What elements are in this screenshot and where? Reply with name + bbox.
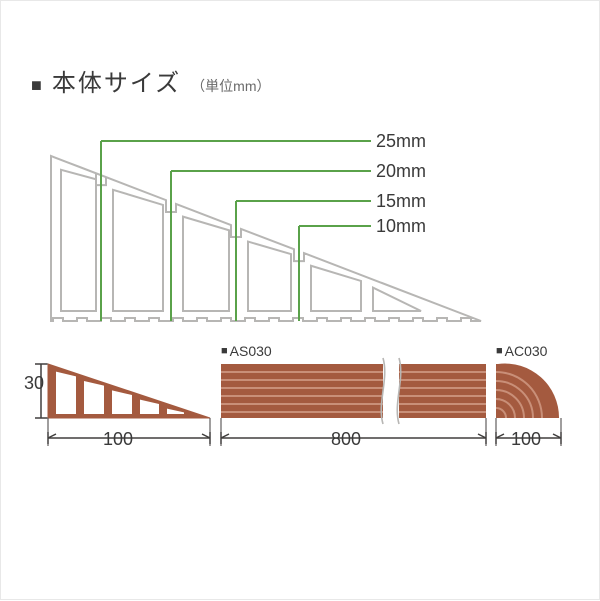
product-code: ■AC030 bbox=[496, 343, 547, 359]
dim-height: 30 bbox=[24, 373, 44, 394]
upper-hole bbox=[248, 242, 291, 311]
upper-hole bbox=[113, 190, 163, 311]
upper-hole bbox=[61, 170, 96, 311]
dim-width-left: 100 bbox=[103, 429, 133, 450]
diagram bbox=[1, 1, 600, 601]
callout-label: 25mm bbox=[376, 131, 426, 152]
callout-label: 20mm bbox=[376, 161, 426, 182]
dim-width-mid: 800 bbox=[331, 429, 361, 450]
lower-triangle-hole bbox=[56, 372, 76, 414]
callout-label: 15mm bbox=[376, 191, 426, 212]
lower-triangle-hole bbox=[84, 381, 104, 414]
product-code: ■AS030 bbox=[221, 343, 272, 359]
callout-label: 10mm bbox=[376, 216, 426, 237]
upper-hole bbox=[373, 288, 421, 311]
upper-hole bbox=[183, 217, 229, 311]
dim-width-right: 100 bbox=[511, 429, 541, 450]
